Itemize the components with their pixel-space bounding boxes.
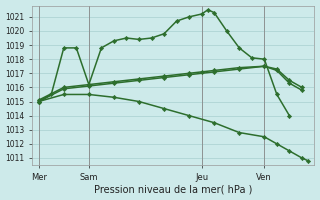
X-axis label: Pression niveau de la mer( hPa ): Pression niveau de la mer( hPa ) bbox=[94, 184, 252, 194]
